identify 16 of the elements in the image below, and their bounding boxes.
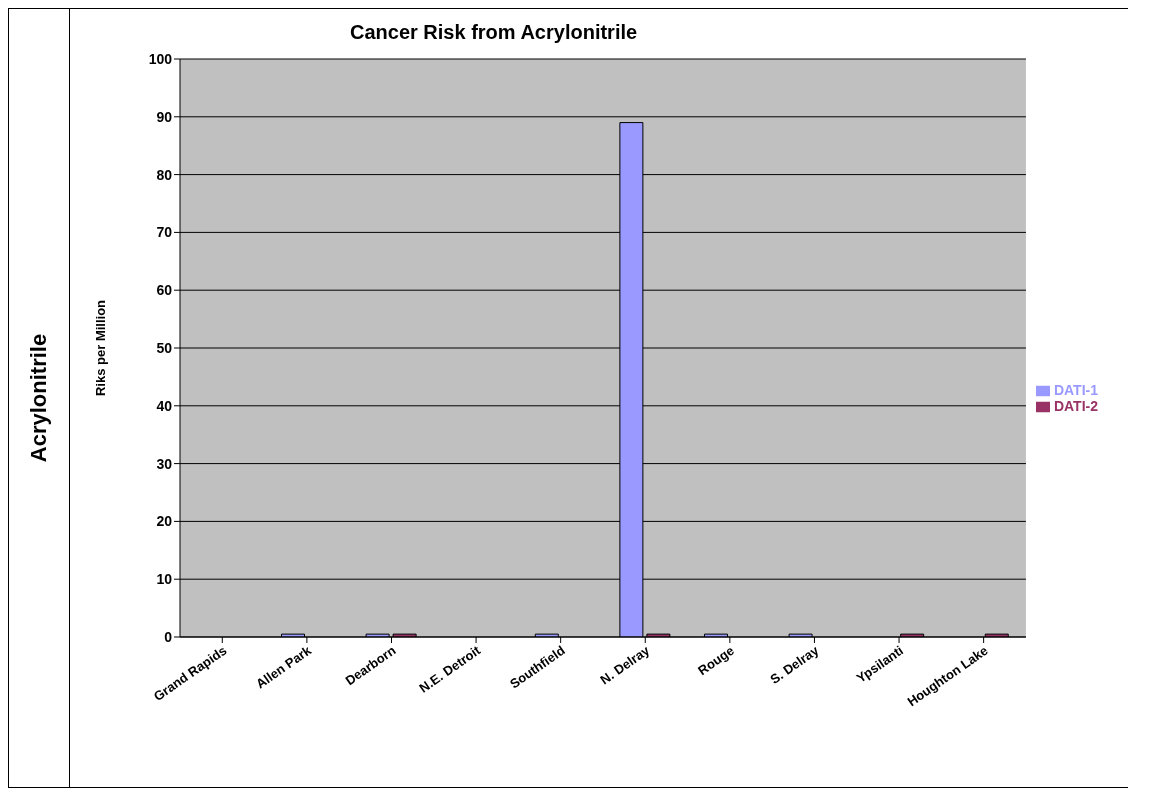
legend-label: DATI-2 [1053,398,1098,414]
y-tick-label: 30 [156,455,173,472]
chart-title: Cancer Risk from Acrylonitrile [350,21,638,44]
legend-label: DATI-1 [1053,381,1098,398]
y-tick-label: 70 [156,224,173,241]
y-tick-label: 60 [156,282,173,299]
text: Acrylonitrile [26,333,52,463]
y-axis-title: Riks per Million [92,299,108,397]
y-tick-label: 20 [156,513,173,530]
y-tick-label: 0 [164,628,173,645]
y-tick-label: 40 [156,397,173,414]
y-tick-label: 10 [156,571,173,588]
y-tick-label: 80 [156,166,173,183]
y-tick-label: 50 [156,339,173,356]
y-tick-label: 100 [148,50,173,67]
y-tick-label: 90 [156,108,173,125]
